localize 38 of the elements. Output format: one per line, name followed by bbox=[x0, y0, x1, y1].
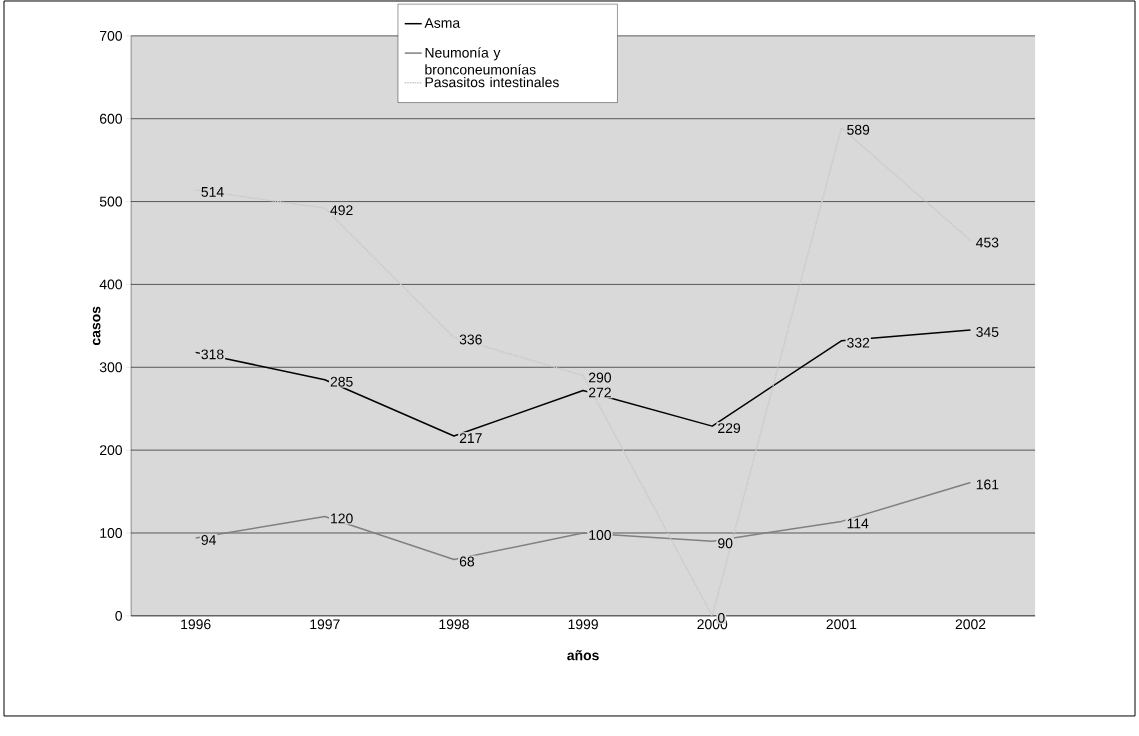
legend-label: Pasasitos intestinales bbox=[425, 76, 559, 88]
y-tick-label: 200 bbox=[100, 445, 123, 456]
data-label: 514 bbox=[201, 187, 224, 197]
x-tick-label: 2001 bbox=[826, 619, 857, 630]
y-axis-title: casos bbox=[92, 306, 101, 346]
x-tick-label: 1999 bbox=[568, 619, 598, 630]
y-tick-label: 300 bbox=[99, 362, 123, 373]
data-label: 318 bbox=[201, 349, 224, 360]
y-tick-label: 700 bbox=[100, 30, 123, 41]
x-tick-label: 1997 bbox=[310, 619, 340, 630]
data-label: 161 bbox=[976, 479, 999, 490]
data-label: 229 bbox=[718, 423, 741, 434]
data-label: 120 bbox=[331, 513, 353, 524]
y-tick-label: 600 bbox=[100, 113, 123, 124]
data-label: 90 bbox=[718, 538, 733, 549]
data-label: 114 bbox=[847, 518, 869, 529]
legend-label: Neumonía y bronconeumonías bbox=[425, 47, 536, 75]
data-label: 217 bbox=[459, 433, 482, 443]
y-tick-label: 500 bbox=[99, 196, 123, 207]
legend-label: Asma bbox=[424, 18, 461, 28]
data-label: 100 bbox=[589, 530, 612, 540]
y-tick-label: 0 bbox=[115, 610, 123, 621]
x-tick-label: 1998 bbox=[439, 619, 469, 630]
y-tick-label: 400 bbox=[99, 279, 123, 290]
data-label: 285 bbox=[330, 376, 353, 387]
data-label: 453 bbox=[976, 237, 999, 248]
x-tick-label: 1996 bbox=[181, 619, 211, 630]
x-axis-title: años bbox=[567, 650, 599, 661]
data-label: 492 bbox=[330, 205, 353, 216]
data-label: 68 bbox=[459, 556, 475, 567]
y-tick-label: 100 bbox=[100, 528, 123, 538]
data-label: 332 bbox=[847, 337, 870, 348]
data-label: 589 bbox=[847, 124, 870, 135]
data-label: 290 bbox=[588, 372, 612, 383]
data-label: 336 bbox=[459, 334, 482, 345]
data-label: 345 bbox=[976, 327, 999, 337]
data-label: 272 bbox=[588, 387, 611, 398]
x-tick-label: 2002 bbox=[955, 619, 986, 630]
